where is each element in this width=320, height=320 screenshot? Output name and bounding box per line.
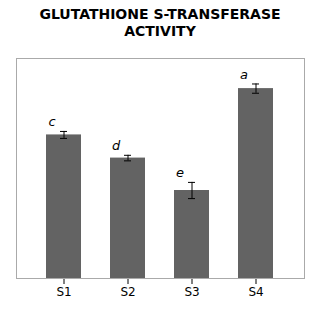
svg-text:S1: S1 <box>56 285 71 299</box>
html-text:GLUTATHIONE S-TRANSFERASE ACTI: GLUTATHIONE S-TRANSFERASE ACTIVITY <box>39 6 281 39</box>
svg-text:S3: S3 <box>184 285 199 299</box>
svg-text:d: d <box>112 138 121 153</box>
svg-text:S2: S2 <box>120 285 135 299</box>
svg-text:a: a <box>240 67 248 82</box>
svg-text:S4: S4 <box>248 285 263 299</box>
svg-text:e: e <box>176 165 184 180</box>
svg-text:c: c <box>48 114 55 129</box>
